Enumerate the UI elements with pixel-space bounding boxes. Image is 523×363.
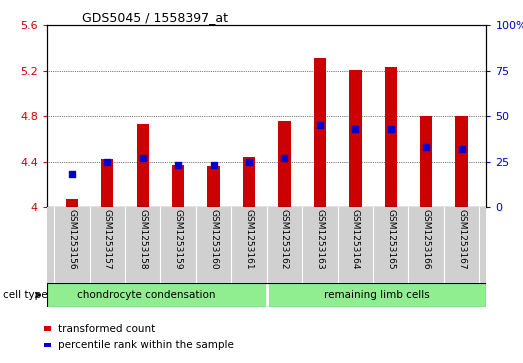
Point [67,171,76,177]
Point [422,144,430,150]
Bar [373,207,408,283]
Bar [337,207,373,283]
Point [458,146,466,152]
Point [245,159,253,164]
Bar [278,121,291,207]
Point [103,159,111,164]
Bar [54,207,89,283]
Bar [267,207,302,283]
Bar [172,165,185,207]
Bar [302,207,337,283]
Text: GSM1253162: GSM1253162 [280,209,289,270]
Bar [267,283,486,307]
Bar [384,68,397,207]
Bar [420,116,433,207]
Bar [349,70,361,207]
Point [209,162,218,168]
Bar [243,157,255,207]
Text: GSM1253158: GSM1253158 [138,209,147,270]
Bar [89,207,125,283]
Bar [456,116,468,207]
Text: percentile rank within the sample: percentile rank within the sample [58,340,233,350]
Text: GSM1253166: GSM1253166 [422,209,430,270]
Bar [47,283,267,307]
Text: GSM1253165: GSM1253165 [386,209,395,270]
Text: chondrocyte condensation: chondrocyte condensation [77,290,215,300]
Bar [444,207,479,283]
Text: GSM1253167: GSM1253167 [457,209,466,270]
Text: transformed count: transformed count [58,323,155,334]
Text: GSM1253161: GSM1253161 [245,209,254,270]
Text: GSM1253163: GSM1253163 [315,209,324,270]
Text: GDS5045 / 1558397_at: GDS5045 / 1558397_at [82,11,228,24]
Point [280,155,289,161]
Bar [101,159,113,207]
Text: remaining limb cells: remaining limb cells [324,290,429,300]
Point [351,126,359,132]
Bar [161,207,196,283]
Text: GSM1253164: GSM1253164 [351,209,360,270]
Point [174,162,183,168]
Bar [66,199,78,207]
Point [139,155,147,161]
Text: GSM1253157: GSM1253157 [103,209,112,270]
Point [386,126,395,132]
Bar [137,124,149,207]
Text: GSM1253159: GSM1253159 [174,209,183,270]
Text: GSM1253156: GSM1253156 [67,209,76,270]
Bar [231,207,267,283]
Text: cell type: cell type [3,290,47,300]
Bar [408,207,444,283]
Bar [208,166,220,207]
Point [316,122,324,128]
Bar [196,207,231,283]
Text: GSM1253160: GSM1253160 [209,209,218,270]
Bar [314,58,326,207]
Bar [125,207,161,283]
